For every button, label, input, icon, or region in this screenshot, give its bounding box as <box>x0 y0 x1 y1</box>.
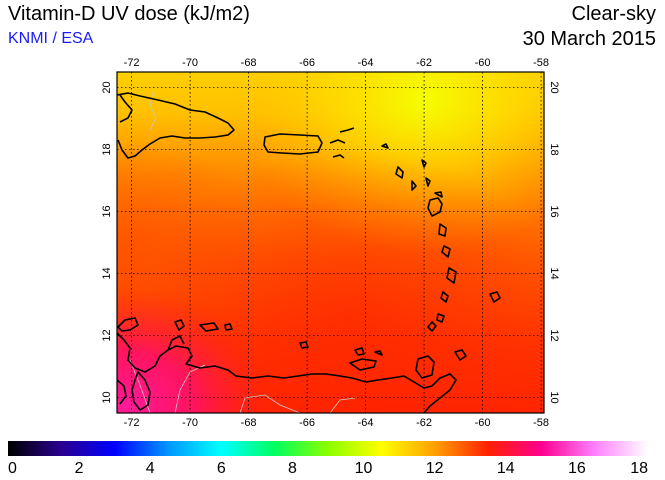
lon-tick-label-bottom: -66 <box>299 417 315 429</box>
lon-tick-label-bottom: -64 <box>358 417 374 429</box>
colorbar-tick-label: 2 <box>75 460 84 477</box>
lon-tick-label-top: -70 <box>182 57 198 69</box>
coastlines <box>117 92 501 413</box>
lon-tick-label-bottom: -58 <box>533 417 549 429</box>
colorbar-tick-label: 0 <box>8 460 17 477</box>
lat-tick-label-right: 20 <box>548 81 560 93</box>
colorbar-tick-label: 4 <box>146 460 155 477</box>
colorbar-tick-label: 14 <box>497 460 515 477</box>
lat-tick-label-right: 16 <box>548 205 560 217</box>
lon-tick-label-top: -58 <box>533 57 549 69</box>
lon-tick-label-bottom: -62 <box>416 417 432 429</box>
lon-tick-label-top: -62 <box>416 57 432 69</box>
colorbar-tick-label: 18 <box>630 460 648 477</box>
lon-tick-label-bottom: -70 <box>182 417 198 429</box>
uv-field <box>117 72 544 413</box>
map-frame <box>116 71 545 414</box>
colorbar-tick-label: 12 <box>426 460 444 477</box>
colorbar-ramp <box>8 441 648 456</box>
lat-tick-label-right: 14 <box>548 267 560 279</box>
lon-tick-label-bottom: -68 <box>241 417 257 429</box>
colorbar-tick-label: 8 <box>288 460 297 477</box>
map-title: Vitamin-D UV dose (kJ/m2) <box>8 3 250 25</box>
lon-tick-label-bottom: -72 <box>124 417 140 429</box>
colorbar-tick-label: 10 <box>355 460 373 477</box>
lat-tick-label-right: 10 <box>548 391 560 403</box>
lon-tick-label-top: -60 <box>475 57 491 69</box>
lat-tick-label-left: 10 <box>101 391 113 403</box>
sky-condition-label: Clear-sky <box>571 3 656 25</box>
graticule <box>117 72 544 413</box>
lon-tick-label-top: -72 <box>124 57 140 69</box>
lon-tick-label-bottom: -60 <box>475 417 491 429</box>
lat-tick-label-left: 12 <box>101 329 113 341</box>
source-label: KNMI / ESA <box>8 30 94 47</box>
lon-tick-label-top: -68 <box>241 57 257 69</box>
lat-tick-label-left: 14 <box>101 267 113 279</box>
lat-tick-label-left: 16 <box>101 205 113 217</box>
lat-tick-label-left: 18 <box>101 143 113 155</box>
axis-labels: -72 -72 -70 -70 -68 -68 -66 -66 -64 -64 -62 -62 -60 -… <box>101 57 560 429</box>
lat-tick-label-left: 20 <box>101 81 113 93</box>
lat-tick-label-right: 12 <box>548 329 560 341</box>
colorbar-tick-label: 16 <box>568 460 586 477</box>
lat-tick-label-right: 18 <box>548 143 560 155</box>
colorbar-tick-label: 6 <box>217 460 226 477</box>
colorbar: 0 2 4 6 8 10 12 14 16 18 <box>8 441 648 477</box>
lon-tick-label-top: -64 <box>358 57 374 69</box>
date-label: 30 March 2015 <box>522 28 656 50</box>
lon-tick-label-top: -66 <box>299 57 315 69</box>
country-borders <box>129 91 356 413</box>
